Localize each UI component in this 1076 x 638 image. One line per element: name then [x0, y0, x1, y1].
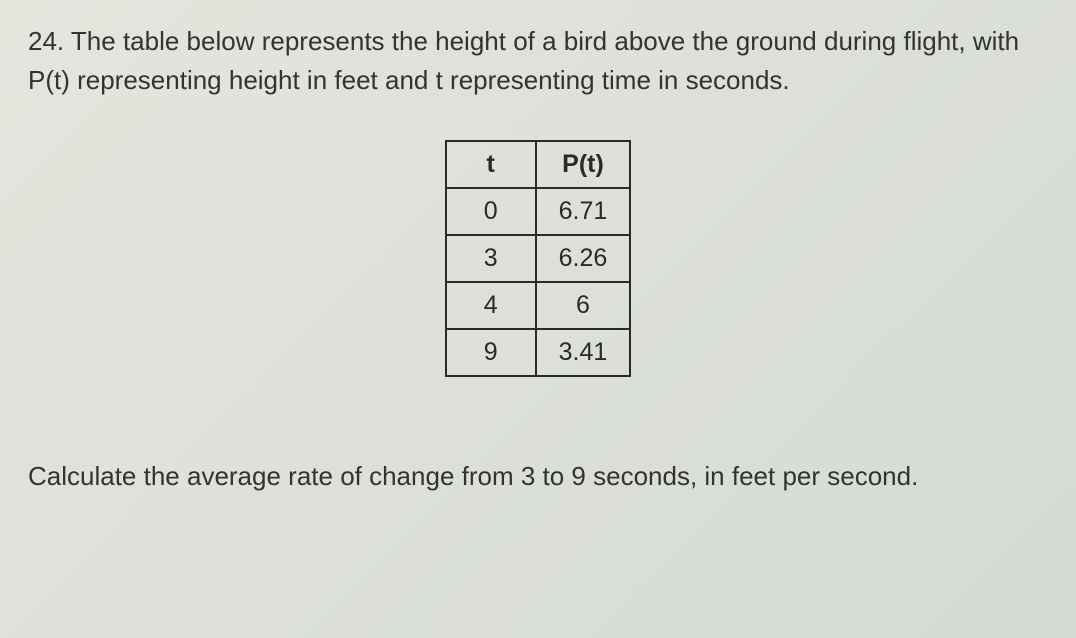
table-row: 0 6.71: [446, 188, 631, 235]
table-container: t P(t) 0 6.71 3 6.26 4 6 9: [28, 140, 1048, 377]
table-row: 3 6.26: [446, 235, 631, 282]
calculation-prompt: Calculate the average rate of change fro…: [28, 457, 1048, 496]
col-header-t: t: [446, 141, 536, 188]
cell-t: 4: [446, 282, 536, 329]
data-table: t P(t) 0 6.71 3 6.26 4 6 9: [445, 140, 632, 377]
cell-pt: 3.41: [536, 329, 631, 376]
cell-t: 9: [446, 329, 536, 376]
cell-pt: 6.26: [536, 235, 631, 282]
cell-pt: 6.71: [536, 188, 631, 235]
table-row: 9 3.41: [446, 329, 631, 376]
question-number: 24.: [28, 26, 64, 56]
question-body: The table below represents the height of…: [28, 26, 1019, 95]
col-header-pt: P(t): [536, 141, 631, 188]
cell-t: 3: [446, 235, 536, 282]
table-row: 4 6: [446, 282, 631, 329]
cell-t: 0: [446, 188, 536, 235]
table-header-row: t P(t): [446, 141, 631, 188]
cell-pt: 6: [536, 282, 631, 329]
question-text: 24. The table below represents the heigh…: [28, 22, 1048, 100]
